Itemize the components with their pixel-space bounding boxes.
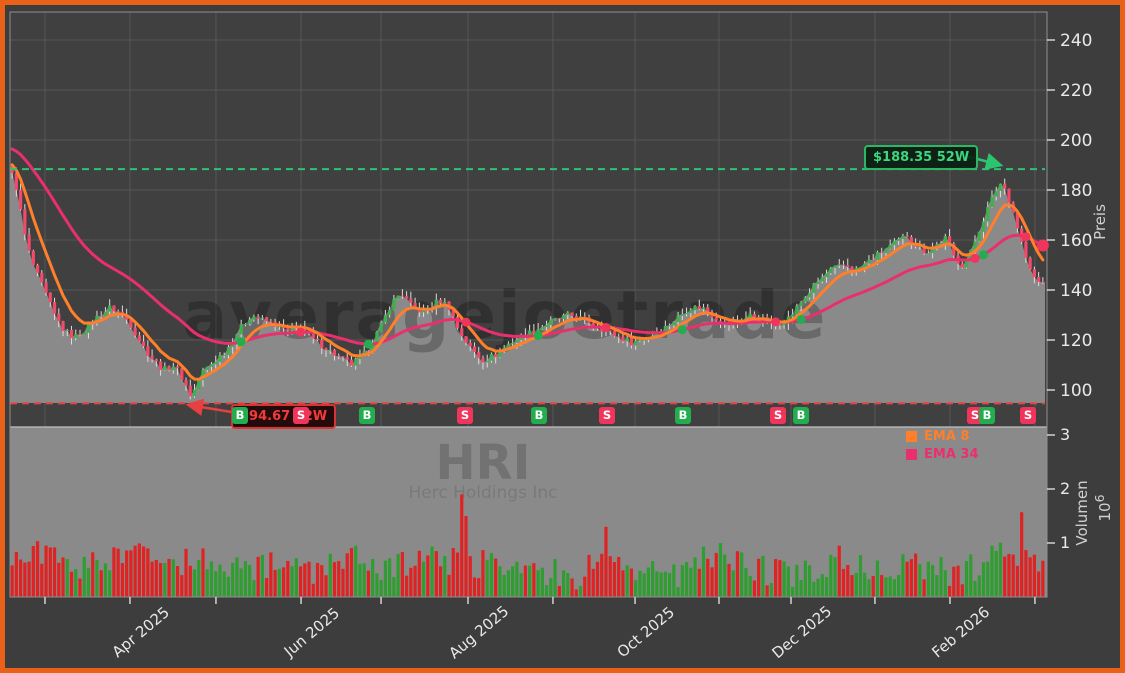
svg-text:1: 1 — [1060, 533, 1070, 552]
svg-text:140: 140 — [1060, 281, 1092, 301]
svg-text:100: 100 — [1060, 381, 1092, 401]
svg-text:averagejoetrade: averagejoetrade — [183, 277, 828, 354]
svg-text:Herc Holdings Inc: Herc Holdings Inc — [409, 483, 558, 503]
svg-text:Dec 2025: Dec 2025 — [768, 602, 835, 662]
svg-text:120: 120 — [1060, 331, 1092, 351]
svg-text:200: 200 — [1060, 131, 1092, 151]
svg-text:2: 2 — [1060, 479, 1070, 498]
svg-text:Jun 2025: Jun 2025 — [280, 604, 343, 661]
svg-text:Apr 2025: Apr 2025 — [109, 603, 173, 661]
svg-text:220: 220 — [1060, 81, 1092, 101]
svg-text:240: 240 — [1060, 31, 1092, 51]
svg-text:3: 3 — [1060, 425, 1070, 444]
svg-text:180: 180 — [1060, 181, 1092, 201]
svg-text:Aug 2025: Aug 2025 — [445, 602, 512, 662]
svg-text:Oct 2025: Oct 2025 — [614, 603, 678, 661]
svg-text:Feb 2026: Feb 2026 — [928, 603, 993, 661]
svg-text:HRI: HRI — [436, 435, 531, 491]
svg-text:160: 160 — [1060, 231, 1092, 251]
